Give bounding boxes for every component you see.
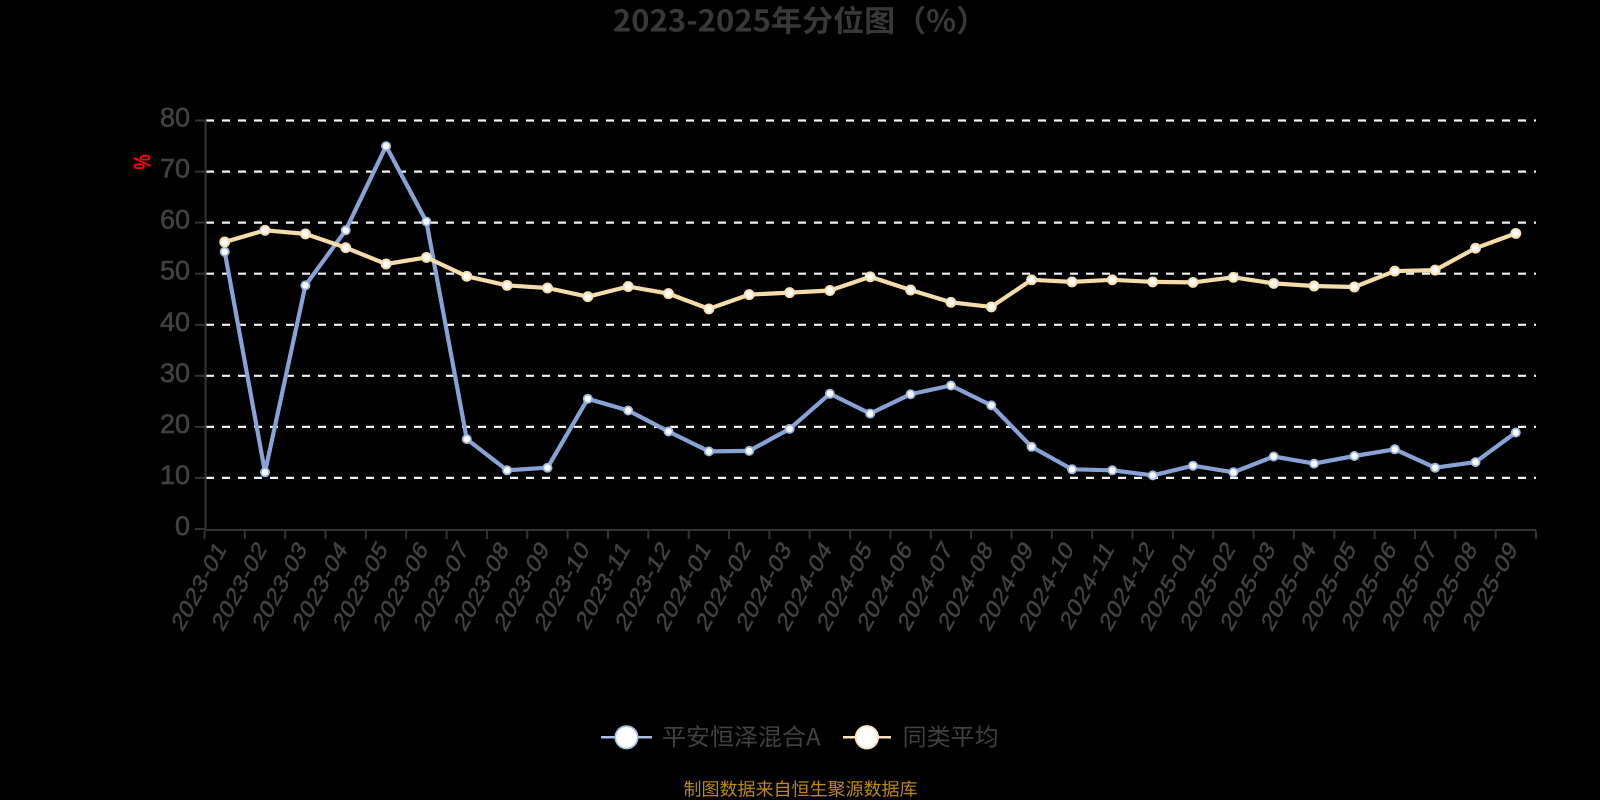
svg-text:20: 20 — [160, 409, 190, 439]
svg-text:30: 30 — [160, 358, 190, 388]
svg-text:10: 10 — [160, 460, 190, 490]
svg-text:50: 50 — [160, 256, 190, 286]
svg-text:70: 70 — [160, 154, 190, 184]
svg-text:80: 80 — [160, 103, 190, 133]
svg-text:%: % — [128, 155, 153, 170]
svg-text:60: 60 — [160, 205, 190, 235]
svg-text:40: 40 — [160, 307, 190, 337]
svg-text:0: 0 — [175, 511, 190, 541]
